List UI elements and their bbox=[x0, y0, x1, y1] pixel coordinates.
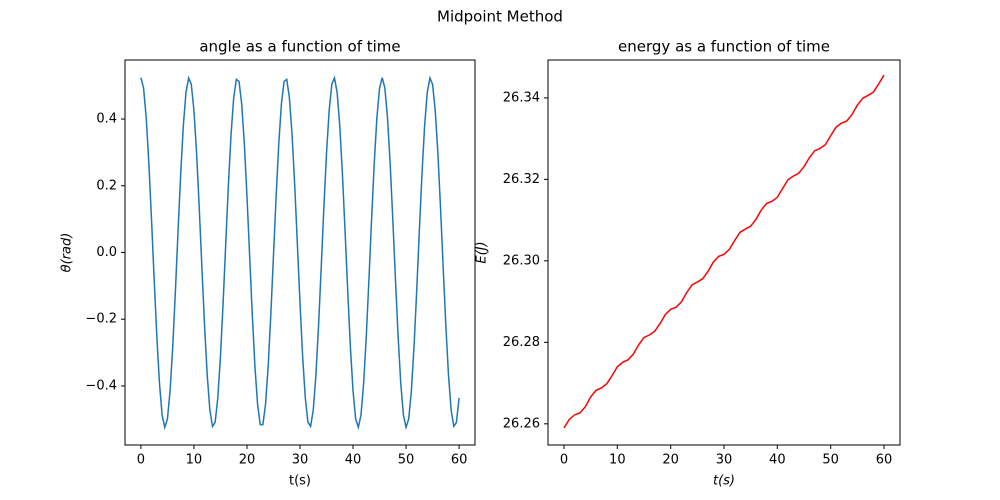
x-tick-label: 30 bbox=[292, 453, 309, 468]
axes-frame bbox=[547, 59, 901, 446]
x-tick-label: 40 bbox=[769, 453, 786, 468]
y-axis-label: E(J) bbox=[475, 241, 490, 263]
x-tick-label: 60 bbox=[451, 453, 468, 468]
plot-area bbox=[140, 75, 460, 431]
y-tick-label: −0.2 bbox=[85, 312, 117, 327]
y-tick-label: 0.0 bbox=[96, 245, 117, 260]
x-tick-label: 0 bbox=[560, 453, 568, 468]
x-tick-label: 0 bbox=[137, 453, 145, 468]
y-tick-label: 0.4 bbox=[96, 112, 117, 127]
axes-frame bbox=[124, 59, 476, 446]
x-tick-label: 50 bbox=[398, 453, 415, 468]
y-tick-label: 26.26 bbox=[503, 416, 540, 431]
y-tick-label: 26.32 bbox=[503, 172, 540, 187]
x-tick-label: 10 bbox=[186, 453, 203, 468]
x-tick-label: 40 bbox=[345, 453, 362, 468]
x-tick-label: 60 bbox=[876, 453, 893, 468]
axes-title: angle as a function of time bbox=[199, 38, 400, 56]
figure-title: Midpoint Method bbox=[437, 8, 563, 26]
y-tick-label: 26.30 bbox=[503, 253, 540, 268]
x-axis-label: t(s) bbox=[713, 474, 735, 489]
y-tick-label: 26.28 bbox=[503, 335, 540, 350]
y-tick-label: 0.2 bbox=[96, 178, 117, 193]
y-tick-label: 26.34 bbox=[503, 90, 540, 105]
y-tick-label: −0.4 bbox=[85, 378, 117, 393]
x-tick-label: 30 bbox=[716, 453, 733, 468]
x-tick-label: 20 bbox=[239, 453, 256, 468]
x-axis-label: t(s) bbox=[289, 474, 311, 489]
x-tick-label: 20 bbox=[662, 453, 679, 468]
plot-area bbox=[563, 74, 885, 429]
data-line bbox=[563, 74, 885, 429]
x-tick-label: 10 bbox=[609, 453, 626, 468]
x-tick-label: 50 bbox=[822, 453, 839, 468]
axes-title: energy as a function of time bbox=[618, 38, 830, 56]
y-axis-label: θ(rad) bbox=[60, 233, 75, 273]
data-line bbox=[140, 75, 460, 431]
